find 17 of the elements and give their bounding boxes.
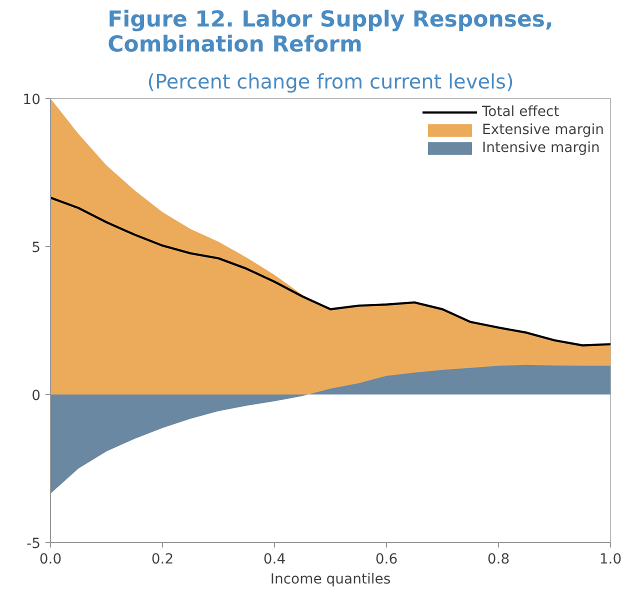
x-tick-label: 1.0 [599,552,622,568]
x-axis-title: Income quantiles [270,572,391,588]
y-tick-label: -5 [26,536,41,552]
x-tick-label: 0.6 [375,552,398,568]
x-tick-label: 0.8 [487,552,510,568]
x-tick-label: 0.4 [263,552,286,568]
legend-label: Total effect [482,104,560,120]
legend-label: Extensive margin [482,122,604,138]
chart-subtitle: (Percent change from current levels) [147,70,514,94]
y-tick-label: 0 [32,388,41,404]
y-tick-label: 5 [32,240,41,256]
x-tick-label: 0.0 [39,552,62,568]
y-tick-label: 10 [22,92,41,108]
chart-title: Figure 12. Labor Supply Responses, Combination Reform [108,8,554,58]
legend-label: Intensive margin [482,140,600,156]
line-series [50,196,610,346]
x-tick-label: 0.2 [151,552,174,568]
